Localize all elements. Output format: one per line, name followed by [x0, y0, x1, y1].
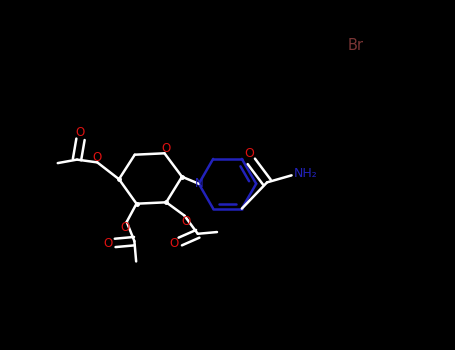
Text: O: O	[245, 147, 254, 160]
Text: O: O	[161, 142, 170, 155]
Text: O: O	[169, 237, 178, 250]
Text: O: O	[104, 237, 113, 250]
Text: NH₂: NH₂	[293, 167, 318, 180]
Text: O: O	[76, 126, 85, 139]
Text: N: N	[194, 177, 203, 190]
Text: O: O	[121, 221, 130, 234]
Text: O: O	[181, 215, 191, 228]
Text: O: O	[92, 151, 101, 164]
Text: Br: Br	[347, 38, 363, 53]
